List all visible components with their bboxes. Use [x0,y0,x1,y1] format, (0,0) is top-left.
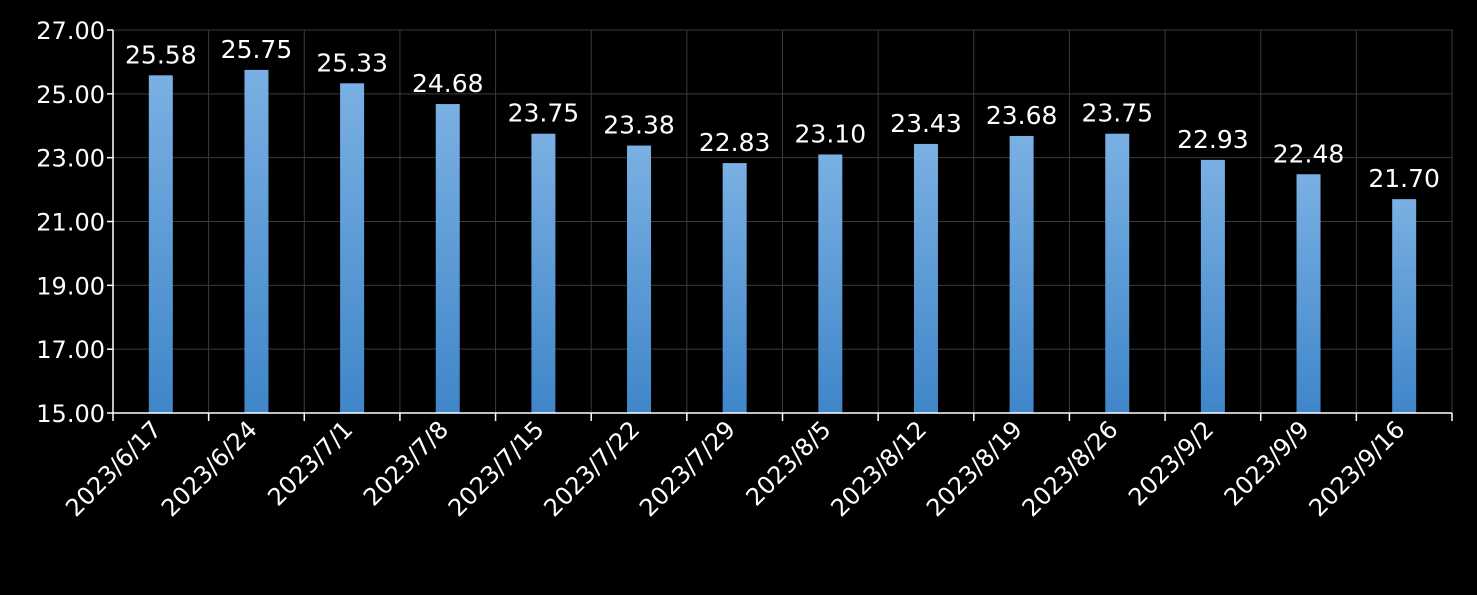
bar-2023/7/15 [531,133,556,413]
data-label: 23.75 [1081,99,1153,128]
bar-2023/7/8 [435,104,460,414]
x-tick-label: 2023/9/16 [1304,415,1411,522]
data-label: 22.93 [1177,125,1249,154]
y-tick-label: 25.00 [36,81,105,109]
bars [148,69,1417,414]
x-tick-label: 2023/7/22 [538,415,645,522]
data-label: 23.43 [890,109,962,138]
x-tick-label: 2023/6/24 [156,415,263,522]
data-label: 21.70 [1368,164,1440,193]
bar-2023/9/2 [1200,159,1225,413]
x-tick-label: 2023/6/17 [60,415,167,522]
y-tick-label: 21.00 [36,209,105,237]
x-tick-label: 2023/7/29 [634,415,741,522]
x-tick-label: 2023/9/2 [1123,415,1219,511]
x-tick-label: 2023/8/5 [741,415,837,511]
y-tick-labels: 15.00 17.00 19.00 21.00 23.00 25.00 27.00 [36,17,105,428]
x-tick-label: 2023/8/19 [921,415,1028,522]
data-label: 23.68 [986,101,1058,130]
bar-2023/9/16 [1392,199,1417,413]
data-labels: 25.58 25.75 25.33 24.68 23.75 23.38 22.83 23.10… [125,35,1440,193]
bar-2023/8/26 [1105,133,1130,413]
bar-2023/6/24 [244,69,269,413]
bar-2023/7/1 [340,83,365,413]
data-label: 23.75 [508,99,580,128]
bar-2023/8/19 [1009,135,1034,414]
bar-2023/7/22 [627,145,652,413]
data-label: 25.75 [221,35,293,64]
data-label: 25.33 [316,48,388,77]
bar-2023/8/12 [913,143,938,413]
y-tick-label: 23.00 [36,145,105,173]
data-label: 22.83 [699,128,771,157]
data-label: 23.38 [603,111,675,140]
x-tick-label: 2023/9/9 [1219,415,1315,511]
bar-2023/8/5 [818,154,843,413]
data-label: 23.10 [795,119,867,148]
data-label: 24.68 [412,69,484,98]
bar-2023/9/9 [1296,174,1321,413]
data-label: 22.48 [1273,139,1345,168]
x-tick-label: 2023/8/12 [825,415,932,522]
y-tick-label: 19.00 [36,272,105,300]
y-tick-label: 27.00 [36,17,105,45]
bar-2023/6/17 [148,75,173,414]
data-label: 25.58 [125,40,197,69]
gridlines [113,29,1453,413]
axes [107,29,1453,421]
x-tick-label: 2023/7/1 [262,415,358,511]
y-tick-label: 15.00 [36,400,105,428]
x-tick-label: 2023/7/15 [443,415,550,522]
y-tick-label: 17.00 [36,336,105,364]
bar-2023/7/29 [722,163,747,413]
x-tick-label: 2023/8/26 [1017,415,1124,522]
x-tick-label: 2023/7/8 [358,415,454,511]
